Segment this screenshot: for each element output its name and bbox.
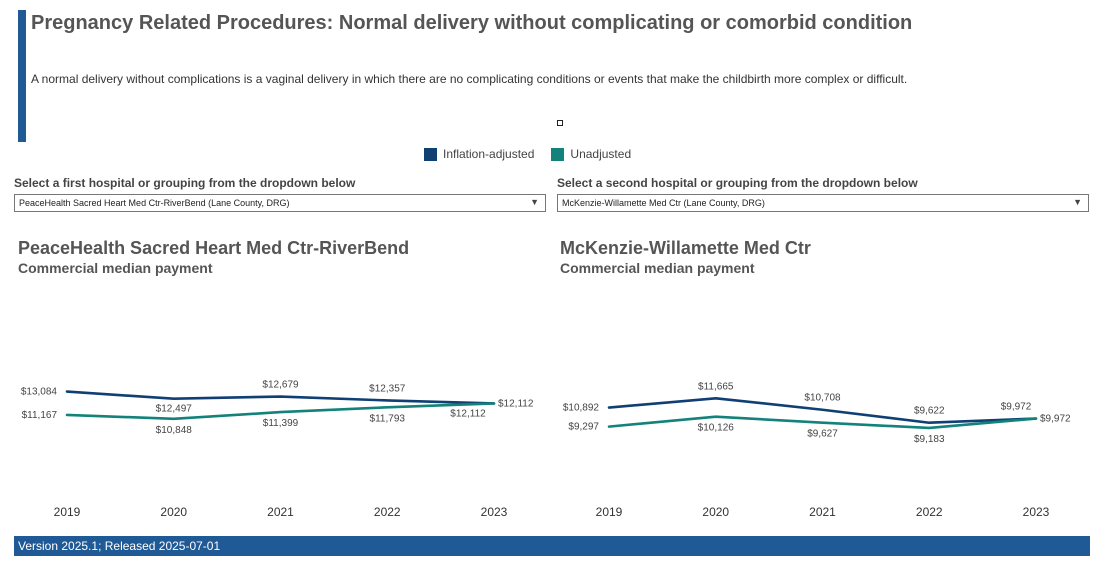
legend-swatch-unadjusted	[551, 147, 565, 161]
page-description: A normal delivery without complications …	[31, 72, 908, 86]
second-hospital-value: McKenzie-Willamette Med Ctr (Lane County…	[562, 198, 765, 208]
version-footer: Version 2025.1; Released 2025-07-01	[14, 536, 1090, 556]
data-label: $13,084	[21, 387, 58, 398]
x-tick-label: 2023	[1023, 505, 1050, 519]
data-label: $10,708	[804, 393, 841, 404]
data-label: $12,497	[156, 404, 193, 415]
dropdown-arrow-icon: ▼	[1073, 197, 1082, 207]
data-label: $12,112	[498, 398, 534, 409]
series-line-unadjusted	[65, 402, 496, 421]
header-accent-bar	[18, 10, 26, 142]
first-hospital-dropdown[interactable]: PeaceHealth Sacred Heart Med Ctr-RiverBe…	[14, 194, 546, 212]
legend: Inflation-adjusted Unadjusted	[424, 147, 648, 161]
data-label: $10,848	[156, 425, 193, 436]
x-tick-label: 2019	[596, 505, 623, 519]
x-tick-label: 2023	[481, 505, 508, 519]
data-label: $12,679	[262, 380, 299, 391]
series-line-unadjusted	[607, 415, 1038, 430]
x-tick-label: 2019	[54, 505, 81, 519]
chart-2-title: McKenzie-Willamette Med Ctr	[560, 238, 811, 258]
chart-2-subtitle: Commercial median payment	[560, 260, 755, 276]
data-label: $11,793	[370, 413, 406, 424]
chart-1-plot: 2019 2020 2021 2022 2023 $13,084 $12,497 $12,67…	[21, 380, 534, 519]
x-tick-label: 2021	[809, 505, 836, 519]
legend-label-unadjusted: Unadjusted	[570, 147, 632, 161]
legend-item-inflation-adjusted[interactable]: Inflation-adjusted	[424, 147, 534, 161]
first-selector-label: Select a first hospital or grouping from…	[14, 176, 356, 190]
data-label: $11,665	[698, 381, 734, 392]
second-selector-label: Select a second hospital or grouping fro…	[557, 176, 918, 190]
data-label: $11,167	[22, 410, 58, 421]
data-label: $9,627	[807, 429, 838, 440]
data-label: $12,357	[369, 383, 406, 394]
x-tick-label: 2020	[702, 505, 729, 519]
data-label: $9,972	[1001, 402, 1032, 413]
legend-label-inflation-adjusted: Inflation-adjusted	[443, 147, 535, 161]
x-tick-label: 2022	[374, 505, 401, 519]
data-label: $9,622	[914, 406, 945, 417]
legend-swatch-inflation-adjusted	[424, 147, 437, 161]
data-label: $9,297	[568, 422, 599, 433]
data-label: $12,112	[450, 408, 486, 419]
first-hospital-value: PeaceHealth Sacred Heart Med Ctr-RiverBe…	[19, 198, 290, 208]
chart-1-title: PeaceHealth Sacred Heart Med Ctr-RiverBe…	[18, 238, 410, 258]
data-label: $10,892	[563, 403, 600, 414]
dropdown-arrow-icon: ▼	[530, 197, 539, 207]
series-line-inflation-adjusted	[607, 396, 1038, 425]
data-label: $10,126	[698, 423, 735, 434]
small-marker	[557, 120, 563, 126]
second-hospital-dropdown[interactable]: McKenzie-Willamette Med Ctr (Lane County…	[557, 194, 1089, 212]
data-label: $9,972	[1040, 414, 1071, 425]
x-tick-label: 2020	[160, 505, 187, 519]
chart-1-subtitle: Commercial median payment	[18, 260, 213, 276]
chart-2-plot: 2019 2020 2021 2022 2023 $10,892 $11,665 $10,70…	[563, 381, 1071, 519]
legend-item-unadjusted[interactable]: Unadjusted	[551, 147, 631, 161]
x-tick-label: 2021	[267, 505, 294, 519]
x-tick-label: 2022	[916, 505, 943, 519]
data-label: $11,399	[263, 418, 299, 429]
series-line-inflation-adjusted	[65, 390, 496, 405]
data-label: $9,183	[914, 434, 945, 445]
page-title: Pregnancy Related Procedures: Normal del…	[31, 12, 913, 34]
